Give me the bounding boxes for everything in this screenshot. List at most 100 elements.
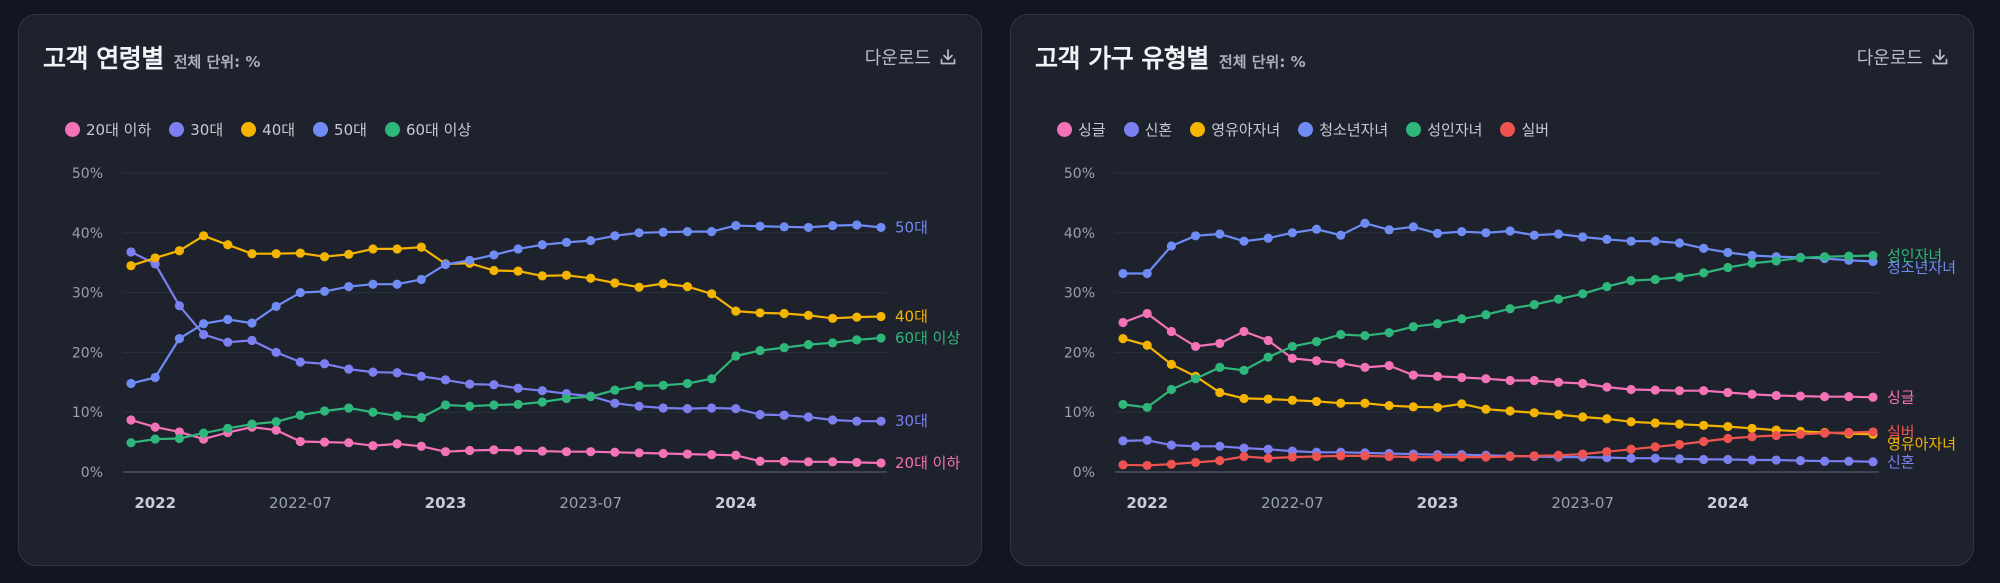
- data-point: [1215, 456, 1225, 466]
- download-button[interactable]: 다운로드: [1857, 44, 1949, 70]
- data-point: [1457, 227, 1467, 237]
- legend-item[interactable]: 40대: [241, 119, 295, 140]
- age-chart-card: 고객 연령별 전체 단위: % 다운로드 20대 이하 30대 40대 50대 60대 이…: [18, 14, 982, 566]
- data-point: [368, 244, 378, 254]
- data-point: [126, 261, 136, 271]
- data-point: [658, 403, 668, 413]
- download-label: 다운로드: [864, 48, 931, 69]
- data-point: [1723, 421, 1733, 432]
- legend-item[interactable]: 50대: [313, 119, 367, 140]
- data-point: [1457, 314, 1467, 324]
- data-point: [489, 250, 499, 260]
- legend-swatch: [169, 122, 185, 137]
- data-point: [344, 403, 354, 413]
- data-point: [537, 271, 547, 281]
- data-point: [1360, 331, 1370, 341]
- data-point: [513, 445, 523, 456]
- series-end-label: 영유아자녀: [1887, 435, 1956, 453]
- data-point: [295, 248, 305, 258]
- data-point: [1626, 276, 1636, 286]
- data-point: [1190, 341, 1201, 352]
- data-point: [852, 416, 862, 426]
- data-point: [537, 386, 547, 396]
- data-point: [392, 368, 402, 378]
- x-tick-label: 2023: [425, 494, 467, 512]
- data-point: [1311, 224, 1322, 234]
- data-point: [295, 436, 305, 447]
- data-point: [1723, 387, 1733, 398]
- y-tick-label: 50%: [72, 166, 103, 182]
- data-point: [1844, 427, 1854, 438]
- legend-item[interactable]: 영유아자녀: [1190, 119, 1280, 140]
- data-point: [1602, 282, 1612, 292]
- data-point: [610, 398, 620, 408]
- data-point: [1602, 447, 1612, 457]
- data-point: [1674, 272, 1685, 282]
- data-point: [731, 306, 741, 316]
- legend-item[interactable]: 실버: [1500, 119, 1549, 140]
- data-point: [1505, 375, 1515, 386]
- legend-item[interactable]: 60대 이상: [384, 119, 471, 140]
- data-point: [174, 301, 184, 311]
- legend-item[interactable]: 청소년자녀: [1298, 119, 1388, 140]
- data-point: [586, 273, 596, 283]
- data-point: [1674, 454, 1685, 464]
- data-point: [126, 415, 136, 425]
- data-point: [1118, 317, 1128, 328]
- y-tick-label: 40%: [72, 226, 103, 242]
- legend-item[interactable]: 20대 이하: [65, 119, 151, 140]
- data-point: [174, 246, 184, 256]
- data-point: [1820, 252, 1830, 262]
- data-point: [1384, 360, 1394, 371]
- legend-swatch: [241, 122, 257, 137]
- data-point: [828, 338, 838, 348]
- data-point: [1166, 359, 1176, 369]
- legend-swatch: [1500, 122, 1516, 137]
- y-tick-label: 30%: [72, 286, 103, 302]
- data-point: [1795, 253, 1806, 263]
- x-tick-label: 2022: [1126, 494, 1168, 512]
- data-point: [803, 457, 814, 467]
- data-point: [1287, 353, 1297, 363]
- data-point: [223, 314, 233, 325]
- legend-item[interactable]: 싱글: [1057, 119, 1106, 140]
- data-point: [465, 379, 475, 389]
- data-point: [779, 456, 789, 466]
- legend-label: 실버: [1521, 121, 1550, 139]
- download-button[interactable]: 다운로드: [865, 44, 957, 70]
- data-point: [1529, 408, 1539, 418]
- data-point: [319, 252, 330, 262]
- legend-item[interactable]: 신혼: [1123, 119, 1172, 140]
- data-point: [658, 448, 668, 459]
- legend-item[interactable]: 성인자녀: [1406, 119, 1482, 140]
- x-tick-label: 2022: [134, 494, 176, 512]
- legend-item[interactable]: 30대: [169, 119, 223, 140]
- unit-label: 전체 단위: %: [1218, 53, 1306, 71]
- data-point: [1239, 451, 1249, 462]
- y-tick-label: 50%: [1064, 166, 1095, 182]
- data-point: [416, 412, 426, 423]
- data-point: [1553, 450, 1564, 460]
- legend-swatch: [313, 122, 329, 137]
- data-point: [489, 445, 499, 455]
- data-point: [852, 312, 862, 322]
- data-point: [1699, 454, 1709, 465]
- data-point: [1481, 374, 1491, 384]
- x-tick-label: 2022-07: [269, 494, 332, 512]
- legend-label: 30대: [190, 121, 224, 139]
- data-point: [1263, 352, 1273, 362]
- legend-label: 싱글: [1078, 121, 1106, 139]
- data-point: [1190, 441, 1201, 451]
- line-chart: 0% 10% 20% 30% 40% 50% 2022 2022-07 2023 2023-07 2…: [72, 166, 961, 512]
- data-point: [1432, 371, 1443, 381]
- data-point: [1771, 390, 1781, 401]
- data-point: [1239, 443, 1249, 453]
- series-end-label: 60대 이상: [895, 329, 960, 347]
- data-point: [1263, 453, 1273, 463]
- data-point: [1723, 433, 1733, 444]
- data-point: [513, 266, 523, 276]
- data-point: [440, 447, 451, 457]
- data-point: [1602, 234, 1612, 244]
- data-point: [489, 265, 499, 276]
- data-point: [1360, 218, 1370, 228]
